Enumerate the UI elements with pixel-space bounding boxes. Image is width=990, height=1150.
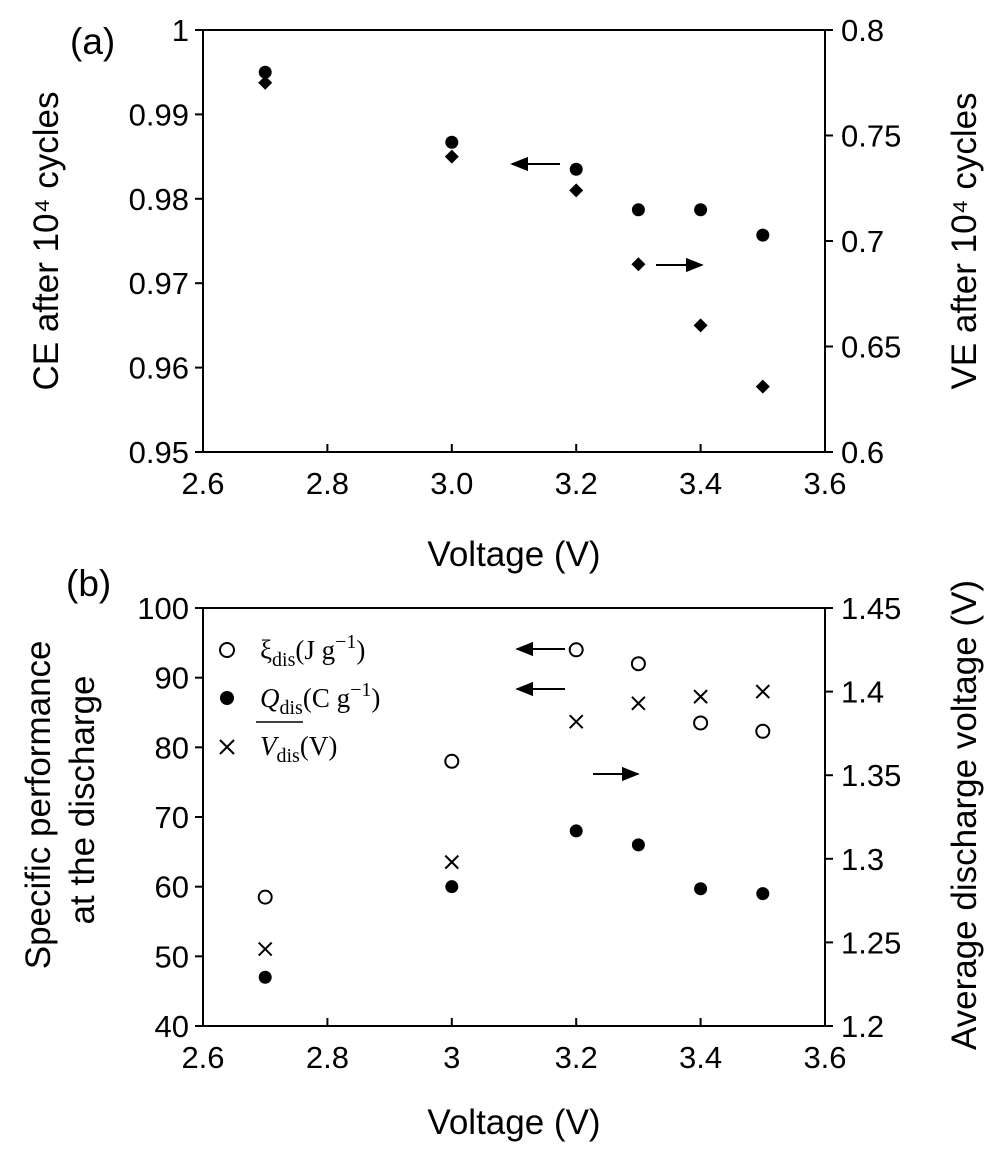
data-point-filled-circle [445,880,459,894]
data-point-open-circle [630,656,646,672]
y-tick-label-right: 1.35 [841,758,901,793]
data-points-a [258,65,770,394]
y-axis-label-left-b-line2: at the discharge [63,675,102,924]
y-tick-label-left: 100 [137,591,189,626]
panel-b: (b) 2.6 2.8 3 3.2 3.4 3.6 40 50 60 70 80 90 100 1.2… [19,563,984,1142]
y-tick-label-left: 50 [155,939,189,974]
y-tick-label-left: 0.96 [129,351,189,386]
y-axis-label-left-b: Specific performance at the discharge [19,631,102,970]
plot-frame-b [202,607,826,1027]
y-ticks-left-b: 40 50 60 70 80 90 100 [137,591,203,1044]
legend-marker-open-circle [219,642,235,658]
y-tick-label-right: 1.25 [841,925,901,960]
data-point-filled-circle [694,882,708,896]
data-points-b [257,642,771,984]
data-point-filled-diamond [444,149,459,164]
y-tick-label-left: 0.95 [129,435,189,470]
y-axis-label-right-a: VE after 10⁴ cycles [945,92,984,389]
x-tick-label: 3.6 [803,1040,846,1075]
data-point-open-circle [693,715,709,731]
legend-label-xi: ξdis(J g−1) [260,631,365,671]
y-ticks-left-a: 0.95 0.96 0.97 0.98 0.99 1 [129,13,203,470]
y-axis-label-left-a: CE after 10⁴ cycles [27,91,66,390]
y-tick-label-left: 40 [155,1009,189,1044]
x-tick-label: 3.0 [430,466,473,501]
y-ticks-right-b: 1.2 1.25 1.3 1.35 1.4 1.45 [825,591,901,1044]
y-tick-label-right: 0.6 [841,435,884,470]
y-tick-label-left: 90 [155,661,189,696]
panel-a: (a) 2.6 2.8 3.0 3.2 3.4 3.6 0.950.960.970.980… [27,13,984,574]
x-ticks-a: 2.6 2.8 3.0 3.2 3.4 3.6 [181,444,847,501]
y-tick-label-right: 0.75 [841,119,901,154]
data-point-cross [631,696,646,711]
x-tick-label: 3.6 [803,466,846,501]
y-ticks-right-a: 0.6 0.65 0.7 0.75 0.8 [825,13,901,470]
legend-label-v: Vdis(V) [260,731,337,767]
data-point-filled-circle [258,970,272,984]
y-tick-label-left: 70 [155,800,189,835]
data-point-cross [693,689,708,704]
data-point-filled-circle [694,203,708,217]
legend-marker-filled-circle [220,691,234,705]
panel-a-label: (a) [70,21,115,62]
data-point-open-circle [755,723,771,739]
y-tick-label-right: 1.45 [841,591,901,626]
data-point-filled-diamond [258,75,273,90]
y-tick-label-left: 0.99 [129,97,189,132]
data-point-filled-circle [631,203,645,217]
data-point-filled-circle [569,824,583,838]
data-point-cross [568,714,584,729]
data-point-filled-diamond [755,379,770,394]
data-point-filled-diamond [569,183,584,198]
x-tick-label: 3.4 [679,1040,722,1075]
panel-b-label: (b) [66,563,111,604]
legend-label-q: Qdis(C g−1) [260,679,380,719]
y-axis-label-right-b: Average discharge voltage (V) [945,580,984,1050]
data-point-cross [755,684,771,699]
x-tick-label: 2.6 [181,1040,224,1075]
legend-marker-cross [219,739,235,755]
x-axis-label-a: Voltage (V) [427,535,600,574]
legend-b: ξdis(J g−1) Qdis(C g−1) Vdis(V) [219,631,380,767]
y-tick-label-left: 1 [172,13,189,48]
y-tick-label-right: 0.8 [841,13,884,48]
data-point-filled-diamond [631,257,646,272]
data-point-open-circle [257,889,273,905]
x-axis-label-b: Voltage (V) [427,1103,600,1142]
x-tick-label: 2.8 [306,1040,349,1075]
y-tick-label-right: 0.7 [841,224,884,259]
plot-frame-a [202,29,826,453]
y-axis-label-left-b-line1: Specific performance [19,640,58,969]
data-point-open-circle [444,753,460,769]
data-point-filled-circle [756,228,770,242]
x-tick-label: 3.2 [555,466,598,501]
data-point-filled-circle [569,162,583,176]
data-point-filled-circle [756,887,770,901]
y-tick-label-left: 0.98 [129,182,189,217]
data-point-filled-diamond [693,318,708,333]
y-tick-label-left: 60 [155,870,189,905]
data-point-open-circle [568,642,584,658]
y-tick-label-right: 0.65 [841,330,901,365]
x-tick-label: 3.2 [555,1040,598,1075]
x-tick-label: 2.6 [181,466,224,501]
x-tick-label: 3.4 [679,466,722,501]
y-tick-label-right: 1.2 [841,1009,884,1044]
data-point-cross [444,854,460,870]
data-point-filled-circle [445,135,459,149]
data-point-filled-circle [258,65,272,79]
y-tick-label-right: 1.4 [841,675,884,710]
data-point-cross [257,941,273,957]
x-tick-label: 3 [443,1040,460,1075]
data-point-filled-circle [631,838,645,852]
y-tick-label-right: 1.3 [841,842,884,877]
y-tick-label-left: 80 [155,730,189,765]
y-tick-label-left: 0.97 [129,266,189,301]
x-ticks-b: 2.6 2.8 3 3.2 3.4 3.6 [181,1018,847,1075]
x-tick-label: 2.8 [306,466,349,501]
